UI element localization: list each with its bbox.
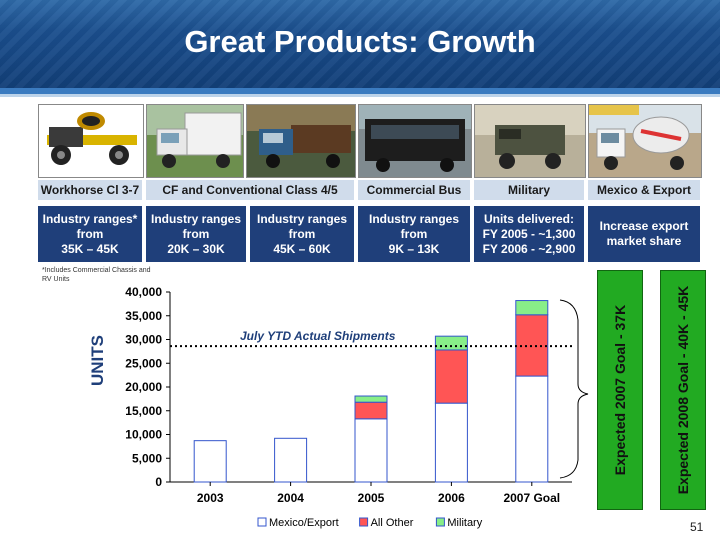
legend-label: Military (447, 517, 482, 529)
range-cf: Industry ranges from 20K – 30K (146, 206, 246, 262)
legend-swatch (435, 517, 445, 527)
y-tick-label: 10,000 (125, 428, 162, 442)
bar-segment (193, 440, 227, 483)
x-tick-label: 2005 (358, 491, 385, 505)
y-tick-label: 30,000 (125, 333, 162, 347)
page-number: 51 (690, 520, 704, 534)
goal-2008-box: Expected 2008 Goal - 40K - 45K (660, 270, 706, 510)
category-workhorse: Workhorse Cl 3-7 (38, 180, 142, 200)
header-divider (0, 88, 720, 94)
goal-brace (559, 299, 589, 479)
box-truck-photo (146, 104, 244, 178)
workhorse-chassis-photo (38, 104, 144, 178)
x-tick-label: 2004 (277, 491, 304, 505)
bus-photo (358, 104, 472, 178)
range-military: Units delivered: FY 2005 - ~1,300 FY 200… (474, 206, 584, 262)
category-commercial-bus: Commercial Bus (358, 180, 470, 200)
y-tick-label: 20,000 (125, 380, 162, 394)
military-truck-photo (474, 104, 586, 178)
range-commercial-bus: Industry ranges from 9K – 13K (358, 206, 470, 262)
footnote: *Includes Commercial Chassis and RV Unit… (42, 267, 151, 283)
bar-segment (515, 300, 549, 316)
category-cf-conventional: CF and Conventional Class 4/5 (146, 180, 354, 200)
category-mexico-export: Mexico & Export (588, 180, 700, 200)
bar-segment (274, 437, 308, 483)
slide-title: Great Products: Growth (184, 24, 536, 59)
range-mexico-export: Increase export market share (588, 206, 700, 262)
x-tick-label: 2007 Goal (503, 491, 560, 505)
x-tick-label: 2003 (197, 491, 224, 505)
bar-segment (434, 349, 468, 404)
bar-segment (354, 418, 388, 483)
y-tick-label: 25,000 (125, 356, 162, 370)
bar-segment (354, 401, 388, 420)
y-tick-label: 35,000 (125, 309, 162, 323)
legend-label: All Other (371, 517, 414, 529)
bar-segment (434, 402, 468, 483)
y-tick-label: 15,000 (125, 404, 162, 418)
cement-mixer-photo (588, 104, 702, 178)
bar-segment (434, 335, 468, 351)
category-military: Military (474, 180, 584, 200)
legend-label: Mexico/Export (269, 517, 339, 529)
goal-2008-label: Expected 2008 Goal - 40K - 45K (675, 285, 691, 495)
goal-2007-label: Expected 2007 Goal - 37K (612, 304, 628, 476)
reference-line-label: July YTD Actual Shipments (240, 329, 396, 343)
stake-truck-photo (246, 104, 356, 178)
legend-swatch (257, 517, 267, 527)
header-banner (0, 0, 720, 88)
y-tick-label: 5,000 (132, 451, 162, 465)
x-tick-label: 2006 (438, 491, 465, 505)
y-tick-label: 40,000 (125, 285, 162, 299)
bar-segment (354, 395, 388, 403)
bar-segment (515, 375, 549, 483)
range-conventional: Industry ranges from 45K – 60K (250, 206, 354, 262)
goal-2007-box: Expected 2007 Goal - 37K (597, 270, 643, 510)
legend-swatch (359, 517, 369, 527)
header-divider-light (0, 94, 720, 97)
range-workhorse: Industry ranges* from 35K – 45K (38, 206, 142, 262)
y-tick-label: 0 (155, 475, 162, 489)
